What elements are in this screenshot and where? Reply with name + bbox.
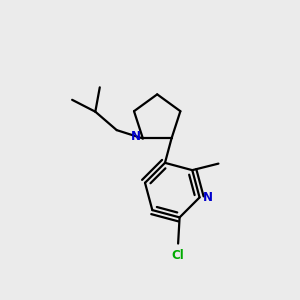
Text: N: N <box>202 191 212 204</box>
Text: N: N <box>130 130 140 143</box>
Text: Cl: Cl <box>172 249 184 262</box>
